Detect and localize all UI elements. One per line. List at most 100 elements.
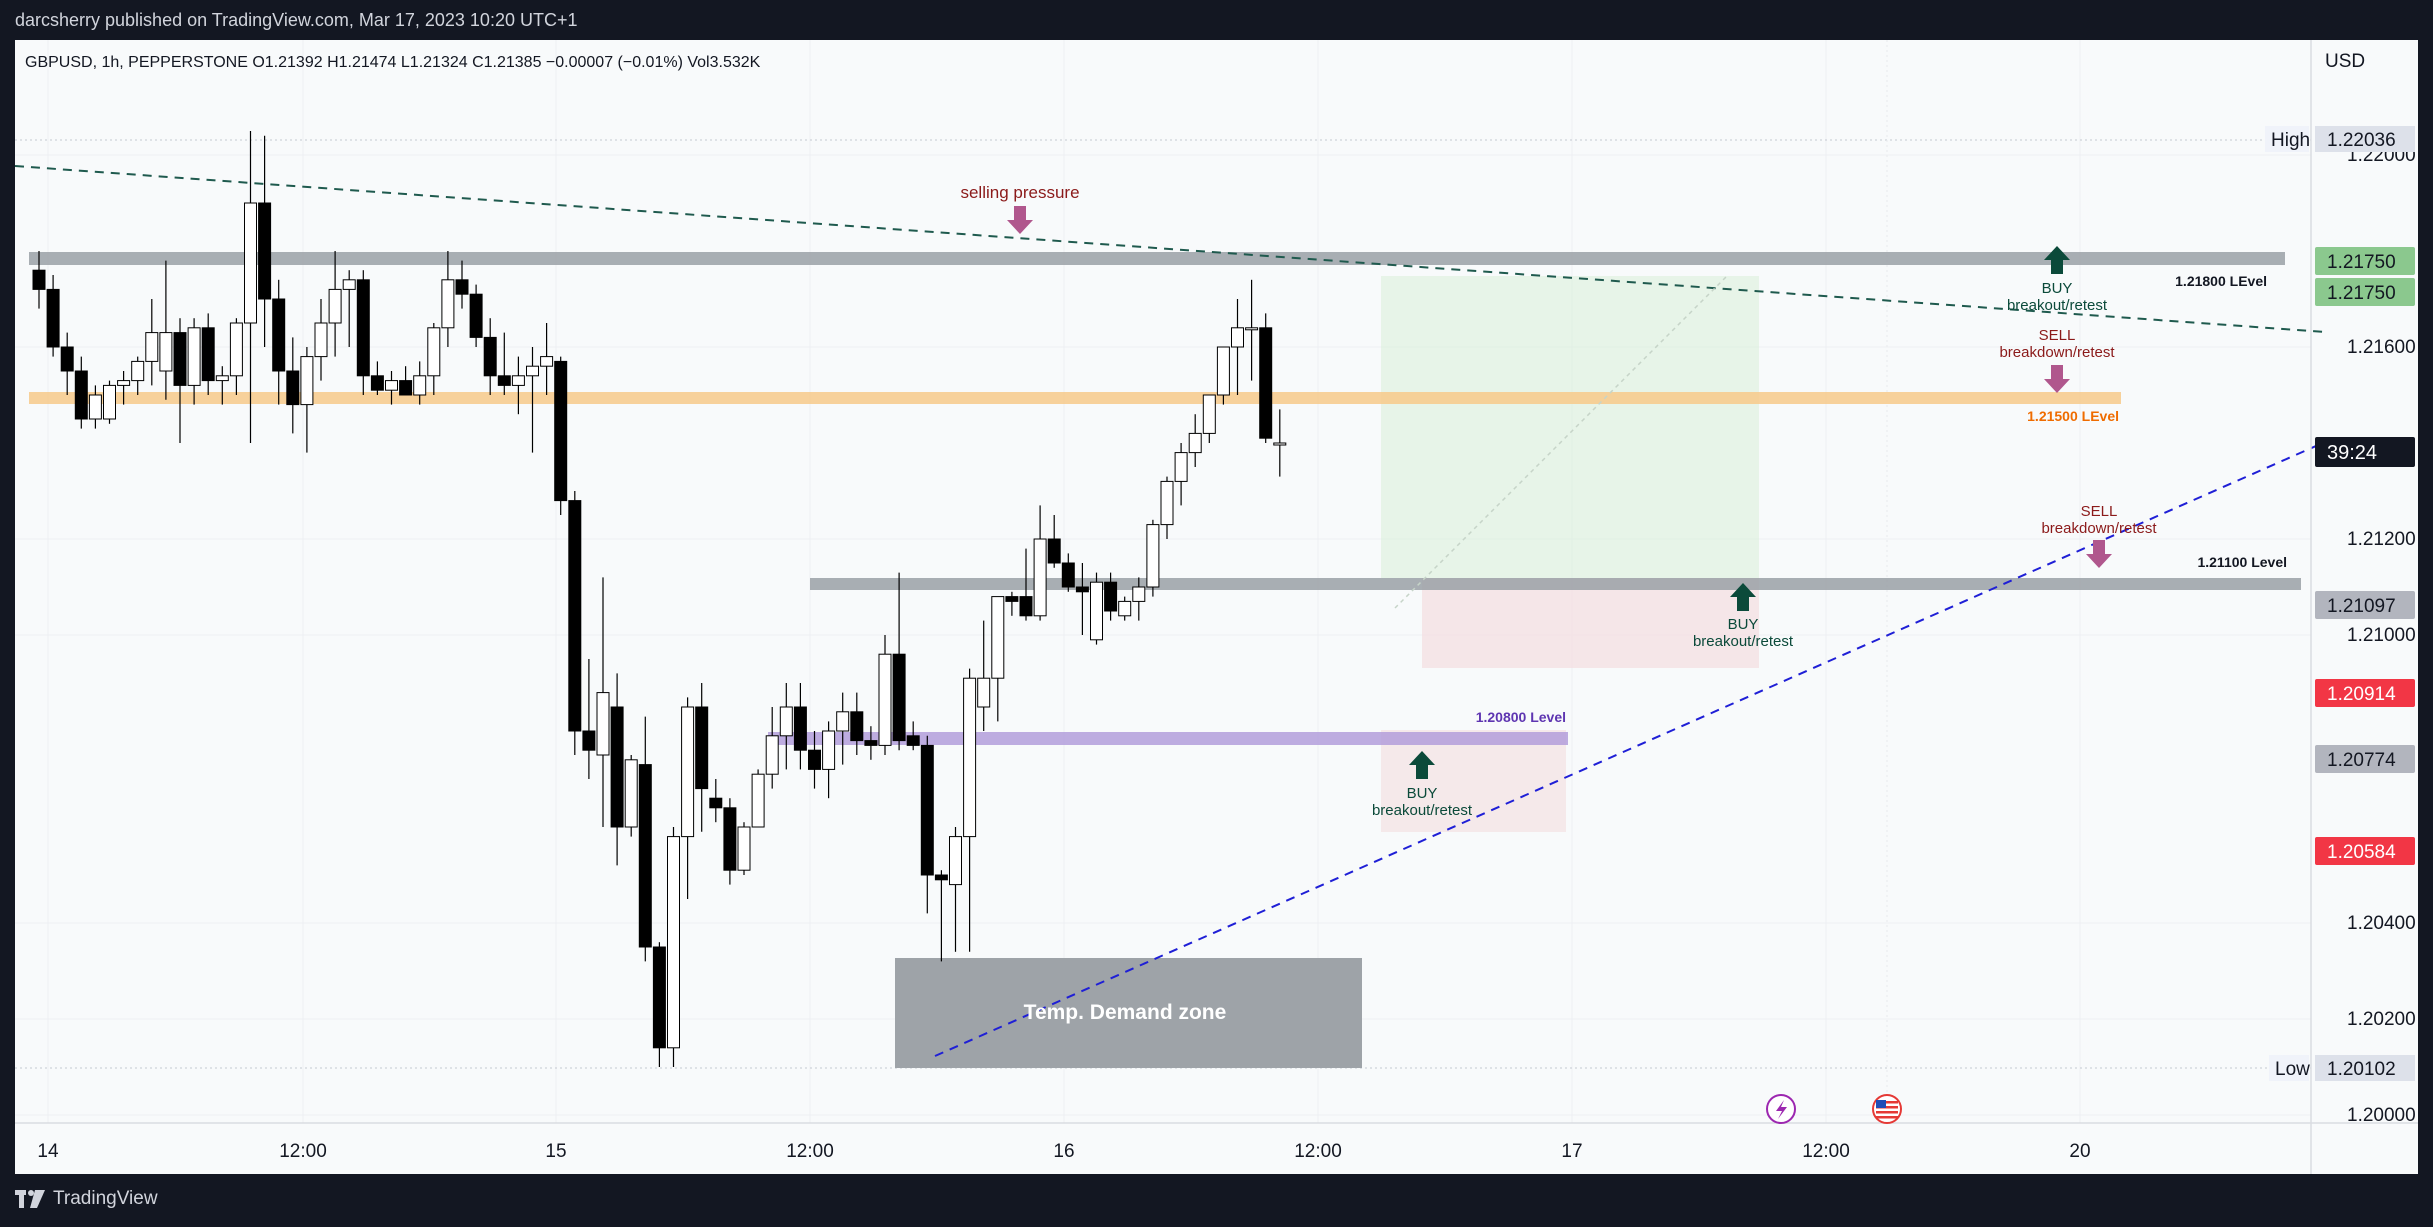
candle-up[interactable] bbox=[1202, 394, 1216, 434]
demand-zone-box[interactable] bbox=[895, 958, 1362, 1068]
candle-down[interactable] bbox=[920, 744, 934, 876]
candle-up[interactable] bbox=[624, 759, 638, 828]
candle-down[interactable] bbox=[74, 370, 88, 420]
candle-up[interactable] bbox=[977, 677, 991, 708]
candle-down[interactable] bbox=[582, 730, 596, 751]
candle-up[interactable] bbox=[1188, 432, 1202, 454]
long-position-risk-zone[interactable] bbox=[1422, 578, 1759, 668]
candle-up[interactable] bbox=[1231, 327, 1244, 348]
candle-up[interactable] bbox=[1132, 586, 1146, 602]
candle-down[interactable] bbox=[638, 764, 652, 948]
candle-up[interactable] bbox=[681, 706, 695, 838]
candle-down[interactable] bbox=[497, 375, 511, 386]
candle-down[interactable] bbox=[652, 946, 666, 1049]
candle-down[interactable] bbox=[46, 288, 60, 348]
candle-up[interactable] bbox=[314, 322, 328, 358]
candle-up[interactable] bbox=[949, 836, 962, 886]
candle-down[interactable] bbox=[892, 653, 906, 742]
candle-up[interactable] bbox=[145, 332, 159, 362]
candle-down[interactable] bbox=[554, 360, 568, 502]
candle-down[interactable] bbox=[399, 380, 413, 396]
candle-down[interactable] bbox=[483, 336, 497, 377]
buy-risk-zone[interactable] bbox=[1381, 730, 1566, 832]
candle-up[interactable] bbox=[1174, 452, 1188, 482]
candle-down[interactable] bbox=[1075, 586, 1089, 593]
candle-down[interactable] bbox=[1047, 538, 1061, 564]
candle-up[interactable] bbox=[1033, 538, 1047, 617]
level-band[interactable] bbox=[810, 578, 2301, 590]
candle-up[interactable] bbox=[342, 279, 356, 290]
candle-up[interactable] bbox=[836, 711, 850, 732]
candle-up[interactable] bbox=[229, 322, 243, 377]
time-axis[interactable]: 14 12:00 15 12:00 16 12:00 17 12:00 20 bbox=[37, 1141, 2090, 1162]
candle-down[interactable] bbox=[1005, 596, 1019, 602]
candle-down[interactable] bbox=[793, 706, 807, 751]
candle-down[interactable] bbox=[568, 500, 582, 732]
candle-up[interactable] bbox=[1216, 346, 1230, 396]
candle-up[interactable] bbox=[1090, 581, 1103, 641]
candle-down[interactable] bbox=[469, 293, 483, 338]
candle-up[interactable] bbox=[822, 730, 836, 770]
price-axis[interactable]: 1.20000 1.20200 1.20400 1.21000 1.21200 1.216… bbox=[2265, 126, 2416, 1126]
candle-up[interactable] bbox=[427, 327, 441, 377]
candle-down[interactable] bbox=[201, 327, 215, 382]
candle-up[interactable] bbox=[1245, 327, 1259, 331]
candle-up[interactable] bbox=[1273, 442, 1287, 446]
tradingview-logo[interactable]: TradingView bbox=[15, 1188, 158, 1210]
candle-up[interactable] bbox=[1146, 524, 1160, 588]
candle-down[interactable] bbox=[934, 874, 948, 881]
candle-down[interactable] bbox=[1259, 327, 1273, 439]
long-position-profit-zone[interactable] bbox=[1381, 276, 1759, 578]
candle-up[interactable] bbox=[187, 327, 201, 386]
candle-down[interactable] bbox=[60, 346, 74, 372]
candle-down[interactable] bbox=[906, 735, 920, 746]
candle-up[interactable] bbox=[667, 836, 680, 1049]
candle-down[interactable] bbox=[1019, 596, 1033, 617]
candle-up[interactable] bbox=[540, 356, 554, 367]
candle-up[interactable] bbox=[751, 773, 765, 828]
candle-up[interactable] bbox=[963, 677, 977, 838]
candle-down[interactable] bbox=[356, 279, 370, 377]
candle-up[interactable] bbox=[779, 706, 793, 737]
candle-down[interactable] bbox=[610, 706, 624, 828]
candle-up[interactable] bbox=[737, 826, 751, 871]
candle-up[interactable] bbox=[765, 735, 779, 775]
candle-up[interactable] bbox=[991, 596, 1005, 679]
trendline-dark-dashed[interactable] bbox=[15, 165, 2326, 333]
candle-up[interactable] bbox=[511, 375, 525, 386]
candle-up[interactable] bbox=[88, 394, 102, 420]
candle-up[interactable] bbox=[300, 356, 314, 406]
candle-up[interactable] bbox=[215, 375, 229, 382]
candle-up[interactable] bbox=[526, 365, 539, 377]
candle-up[interactable] bbox=[244, 202, 257, 324]
candle-down[interactable] bbox=[695, 706, 709, 790]
candle-down[interactable] bbox=[1061, 562, 1075, 588]
chart-frame[interactable]: 1.21800 LEvel 1.21500 LEvel 1.21100 Level 1… bbox=[15, 40, 2418, 1174]
candle-up[interactable] bbox=[596, 692, 610, 756]
candle-up[interactable] bbox=[1118, 600, 1132, 617]
candle-down[interactable] bbox=[723, 807, 737, 871]
candle-up[interactable] bbox=[441, 279, 455, 329]
lightning-event-icon[interactable] bbox=[1766, 1094, 1796, 1124]
candle-down[interactable] bbox=[173, 332, 187, 386]
candle-up[interactable] bbox=[103, 384, 116, 420]
candle-up[interactable] bbox=[878, 653, 892, 746]
candle-down[interactable] bbox=[370, 375, 384, 391]
candle-up[interactable] bbox=[413, 375, 427, 396]
candle-down[interactable] bbox=[286, 370, 300, 406]
candle-down[interactable] bbox=[258, 202, 272, 300]
candle-down[interactable] bbox=[32, 269, 46, 290]
candle-up[interactable] bbox=[1160, 480, 1174, 526]
level-band[interactable] bbox=[29, 252, 2285, 265]
candle-down[interactable] bbox=[272, 298, 286, 372]
candle-down[interactable] bbox=[864, 740, 878, 746]
candle-down[interactable] bbox=[1104, 581, 1118, 612]
candle-up[interactable] bbox=[131, 360, 145, 382]
candle-down[interactable] bbox=[709, 797, 723, 809]
candle-up[interactable] bbox=[328, 288, 342, 324]
candle-down[interactable] bbox=[850, 711, 864, 742]
us-flag-event-icon[interactable] bbox=[1872, 1094, 1902, 1124]
candle-up[interactable] bbox=[117, 380, 131, 386]
candle-up[interactable] bbox=[385, 380, 398, 391]
